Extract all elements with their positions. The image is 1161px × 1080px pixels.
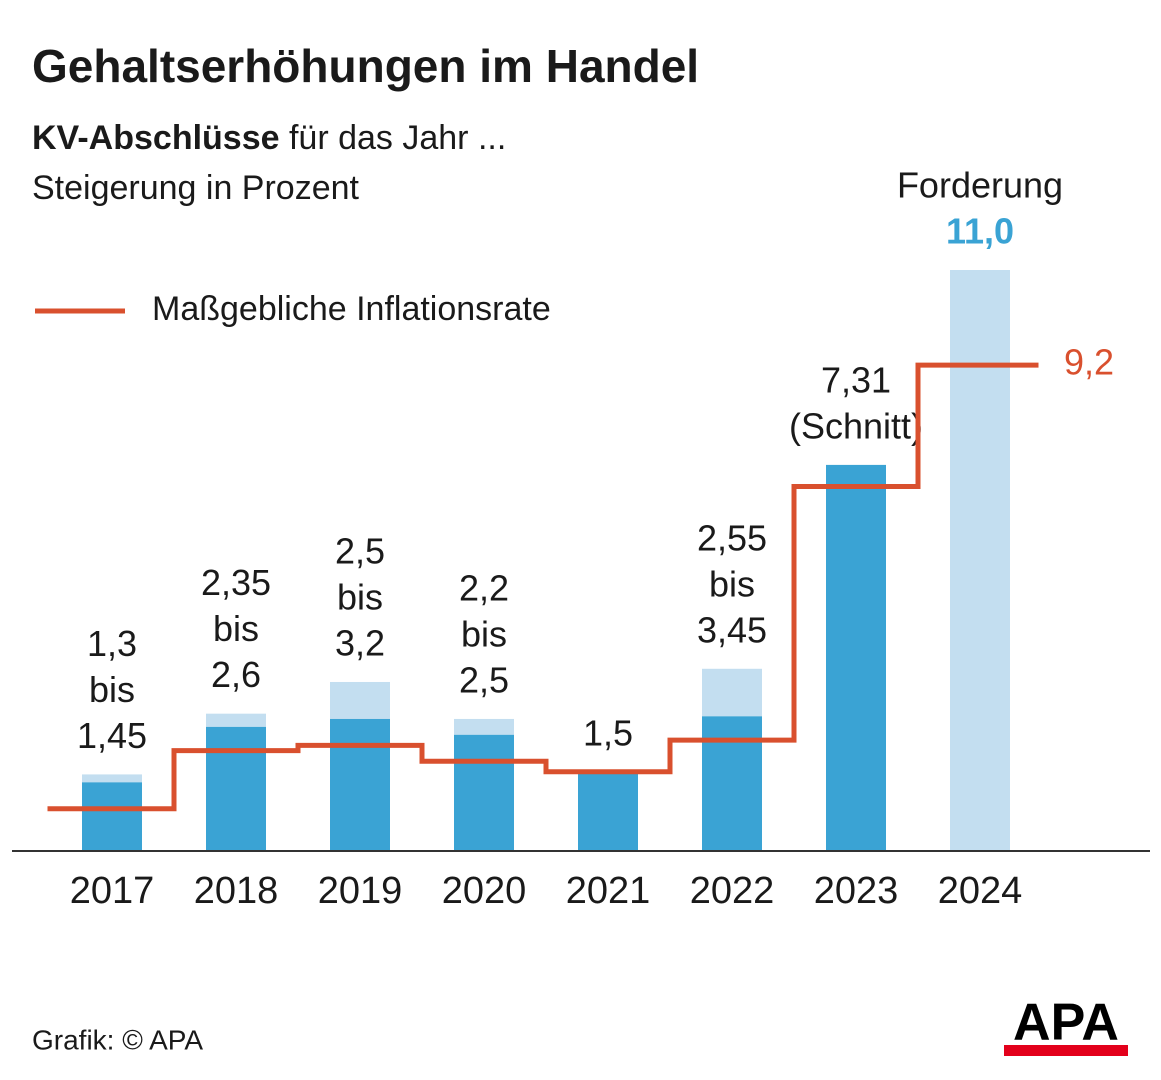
bar	[702, 716, 762, 851]
x-tick-label: 2021	[566, 870, 651, 912]
range-word: bis	[337, 576, 383, 617]
x-tick-label: 2024	[938, 870, 1023, 912]
inflation-label: 9,2	[1064, 342, 1114, 383]
value-label: 3,2	[335, 622, 385, 663]
bar-range	[82, 774, 142, 783]
bar	[826, 464, 886, 851]
logo-bar	[1004, 1045, 1128, 1056]
x-tick-label: 2017	[70, 870, 155, 912]
range-word: bis	[709, 563, 755, 604]
subtitle: KV-Abschlüsse für das Jahr ...	[32, 119, 506, 157]
value-label: 1,3	[87, 623, 137, 664]
value-label: 2,5	[459, 659, 509, 700]
annotation: Forderung	[897, 165, 1063, 206]
bar-range	[950, 270, 1010, 851]
bar	[578, 771, 638, 851]
value-label: 1,45	[77, 715, 147, 756]
bar-range	[702, 668, 762, 717]
bar-range	[454, 718, 514, 735]
value-label: 1,5	[583, 712, 633, 753]
bar	[454, 734, 514, 851]
value-label: 2,55	[697, 517, 767, 558]
bar	[206, 726, 266, 851]
value-label: 7,31	[821, 359, 891, 400]
value-label: 2,5	[335, 530, 385, 571]
bar	[82, 782, 142, 851]
x-tick-label: 2019	[318, 870, 403, 912]
value-label: 2,6	[211, 654, 261, 695]
bar-range	[206, 713, 266, 727]
x-tick-label: 2020	[442, 870, 527, 912]
x-tick-label: 2023	[814, 870, 899, 912]
source: Grafik: © APA	[32, 1024, 203, 1055]
x-tick-label: 2018	[194, 870, 279, 912]
subtitle-bold: KV-Abschlüsse	[32, 119, 280, 157]
legend-label: Maßgebliche Inflationsrate	[152, 290, 551, 328]
x-tick-label: 2022	[690, 870, 775, 912]
bar	[330, 718, 390, 851]
subtitle-rest: für das Jahr ...	[280, 119, 507, 157]
value-label: 3,45	[697, 609, 767, 650]
value-label: 11,0	[946, 211, 1014, 252]
subtitle-2: Steigerung in Prozent	[32, 169, 360, 207]
logo: APA	[1013, 994, 1119, 1052]
value-label: 2,2	[459, 567, 509, 608]
chart-title: Gehaltserhöhungen im Handel	[32, 40, 699, 92]
range-word: bis	[461, 613, 507, 654]
annotation: (Schnitt)	[789, 405, 923, 446]
range-word: bis	[213, 608, 259, 649]
range-word: bis	[89, 669, 135, 710]
bar-range	[330, 681, 390, 719]
value-label: 2,35	[201, 562, 271, 603]
